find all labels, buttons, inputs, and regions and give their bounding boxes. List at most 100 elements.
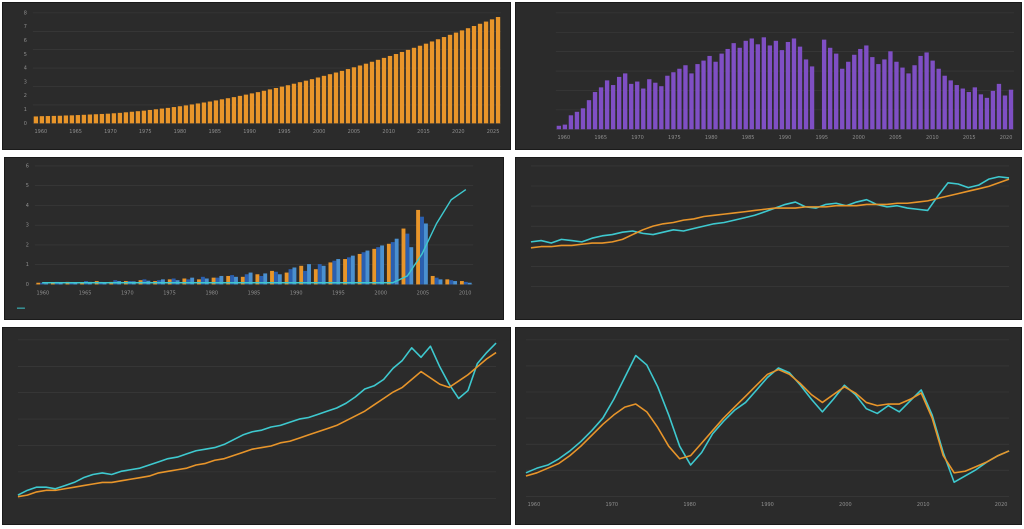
bar xyxy=(381,57,387,124)
bar xyxy=(791,38,797,130)
bar xyxy=(449,280,454,285)
chart-3-svg: 0 1 2 3 4 5 6 1960 1965 1970 1975 1980 1985 1990 1995 2… xyxy=(16,163,474,309)
bar xyxy=(641,88,646,130)
bar xyxy=(343,259,348,285)
bar xyxy=(441,37,447,124)
chart-5-svg xyxy=(17,339,497,499)
x-tick-label: 1990 xyxy=(243,129,256,135)
bar xyxy=(409,247,414,285)
x-tick-label: 1990 xyxy=(761,502,774,508)
bar xyxy=(434,277,439,285)
x-tick-label: 1970 xyxy=(104,129,117,135)
bar xyxy=(58,282,63,285)
chart-panel-5 xyxy=(2,327,511,525)
y-tick-label: 5 xyxy=(24,52,27,58)
bar xyxy=(447,34,453,124)
bar xyxy=(292,267,297,285)
bar xyxy=(195,103,201,124)
chart-panel-1: 0 1 2 3 4 5 6 7 8 1960 1965 1970 1975 1980 1985 1990 199… xyxy=(2,2,511,150)
bar xyxy=(299,265,304,285)
bar xyxy=(336,259,341,285)
bar xyxy=(827,47,833,130)
x-tick-label: 1975 xyxy=(139,129,152,135)
x-tick-label: 1960 xyxy=(557,135,570,141)
bar xyxy=(277,274,282,285)
x-tick-label: 1980 xyxy=(205,290,218,296)
bar xyxy=(255,92,261,124)
bar xyxy=(50,282,55,285)
bar xyxy=(852,54,857,130)
bar xyxy=(416,209,421,285)
bar xyxy=(996,83,1002,130)
trend-line xyxy=(42,189,467,284)
y-tick-label: 3 xyxy=(24,79,27,85)
bar xyxy=(399,51,405,124)
x-tick-label: 2000 xyxy=(839,502,852,508)
bar xyxy=(197,279,201,285)
bar xyxy=(248,272,253,285)
bar xyxy=(610,85,616,130)
chart-panel-4 xyxy=(515,157,1022,320)
bar xyxy=(888,51,893,130)
bar xyxy=(259,275,264,285)
bar xyxy=(471,25,477,124)
x-tick-label: 2010 xyxy=(382,129,395,135)
chart-panel-6: 1960 1970 1980 1990 2000 2010 2020 xyxy=(515,327,1022,525)
bar xyxy=(821,39,827,130)
chart-6-svg: 1960 1970 1980 1990 2000 2010 2020 xyxy=(525,339,1010,508)
bar xyxy=(111,113,117,124)
bar xyxy=(201,102,207,124)
bar xyxy=(347,257,351,285)
bar xyxy=(357,65,363,124)
x-tick-label: 2000 xyxy=(374,290,387,296)
x-tick-label: 1975 xyxy=(163,290,176,296)
bar xyxy=(677,68,682,130)
bar xyxy=(249,93,255,124)
bar xyxy=(659,86,664,130)
bar xyxy=(556,125,562,130)
series-line-cyan xyxy=(530,175,1010,244)
bar xyxy=(270,270,274,285)
bar xyxy=(135,111,141,124)
bar xyxy=(93,114,99,124)
bar xyxy=(390,242,395,285)
bar xyxy=(332,260,337,285)
bar xyxy=(954,85,959,130)
x-tick-label: 2005 xyxy=(889,135,902,141)
bar xyxy=(598,87,604,130)
bar xyxy=(568,115,574,130)
bar xyxy=(375,59,381,124)
bar xyxy=(942,75,947,130)
bar xyxy=(102,282,107,285)
bar xyxy=(435,39,441,124)
bar xyxy=(255,274,260,285)
bar xyxy=(240,276,245,285)
bar xyxy=(380,245,385,285)
bar xyxy=(153,109,159,124)
bar xyxy=(200,276,205,285)
bar xyxy=(725,48,730,130)
x-tick-label: 1970 xyxy=(121,290,134,296)
bar xyxy=(445,279,450,285)
bar xyxy=(327,74,333,124)
bar xyxy=(87,114,93,124)
x-tick-label: 1995 xyxy=(332,290,345,296)
bar xyxy=(171,107,177,124)
bar xyxy=(297,82,303,124)
x-tick-label: 1990 xyxy=(779,135,792,141)
bar xyxy=(689,73,694,130)
bar xyxy=(459,281,464,285)
x-tick-label: 2015 xyxy=(963,135,976,141)
bar xyxy=(477,23,483,124)
bar xyxy=(75,115,81,124)
bar xyxy=(429,41,435,124)
bar xyxy=(309,79,315,124)
y-tick-label: 2 xyxy=(24,93,27,99)
bar xyxy=(123,112,129,124)
bar xyxy=(623,73,628,130)
bar xyxy=(345,69,351,124)
bar xyxy=(263,273,268,285)
x-tick-label: 1965 xyxy=(79,290,92,296)
x-tick-label: 2020 xyxy=(995,502,1008,508)
bar xyxy=(840,68,845,130)
